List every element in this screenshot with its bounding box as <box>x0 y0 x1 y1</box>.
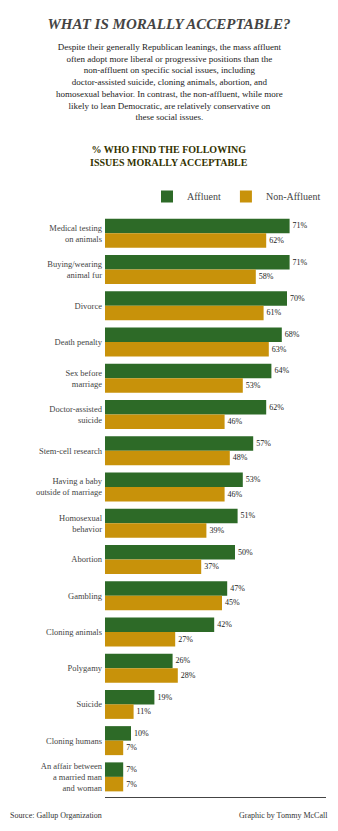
svg-text:Graphic by Tommy McCall: Graphic by Tommy McCall <box>239 811 328 820</box>
svg-text:Stem-cell research: Stem-cell research <box>39 446 103 456</box>
svg-text:71%: 71% <box>293 221 308 230</box>
svg-text:64%: 64% <box>274 366 289 375</box>
svg-text:47%: 47% <box>230 584 245 593</box>
svg-text:53%: 53% <box>246 381 261 390</box>
svg-text:63%: 63% <box>272 345 287 354</box>
svg-text:7%: 7% <box>126 765 137 774</box>
svg-text:Doctor-assistedsuicide: Doctor-assistedsuicide <box>49 404 102 425</box>
svg-text:28%: 28% <box>181 671 196 680</box>
svg-text:51%: 51% <box>241 511 256 520</box>
svg-text:Death penalty: Death penalty <box>55 337 103 347</box>
svg-text:50%: 50% <box>238 548 253 557</box>
svg-text:Affluent: Affluent <box>187 191 221 202</box>
svg-text:71%: 71% <box>293 258 308 267</box>
svg-text:Abortion: Abortion <box>71 554 102 564</box>
svg-text:Cloning animals: Cloning animals <box>46 627 102 637</box>
svg-text:58%: 58% <box>259 272 274 281</box>
svg-text:45%: 45% <box>225 598 240 607</box>
svg-text:57%: 57% <box>256 439 271 448</box>
svg-text:Gambling: Gambling <box>68 591 103 601</box>
svg-text:62%: 62% <box>269 236 284 245</box>
svg-text:% WHO FIND THE FOLLOWINGISSUES: % WHO FIND THE FOLLOWINGISSUES MORALLY A… <box>90 144 248 168</box>
svg-text:Suicide: Suicide <box>77 699 103 709</box>
svg-text:62%: 62% <box>269 403 284 412</box>
svg-text:7%: 7% <box>126 743 137 752</box>
svg-text:Cloning humans: Cloning humans <box>46 736 102 746</box>
svg-text:Medical testingon animals: Medical testingon animals <box>49 223 102 244</box>
svg-text:19%: 19% <box>157 693 172 702</box>
svg-text:7%: 7% <box>126 780 137 789</box>
svg-text:26%: 26% <box>176 656 191 665</box>
svg-text:An affair betweena married man: An affair betweena married manand woman <box>41 761 103 793</box>
svg-text:Non-Affluent: Non-Affluent <box>266 191 320 202</box>
svg-text:Polygamy: Polygamy <box>68 663 103 673</box>
svg-text:WHAT IS MORALLY ACCEPTABLE?: WHAT IS MORALLY ACCEPTABLE? <box>48 16 291 32</box>
svg-text:Homosexualbehavior: Homosexualbehavior <box>59 513 103 534</box>
svg-text:Divorce: Divorce <box>75 301 103 311</box>
svg-text:10%: 10% <box>134 729 149 738</box>
svg-text:37%: 37% <box>204 562 219 571</box>
svg-text:48%: 48% <box>233 453 248 462</box>
svg-text:Having a babyoutside of marria: Having a babyoutside of marriage <box>36 476 103 497</box>
svg-text:53%: 53% <box>246 475 261 484</box>
svg-text:70%: 70% <box>290 294 305 303</box>
svg-text:46%: 46% <box>228 490 243 499</box>
svg-text:39%: 39% <box>209 526 224 535</box>
svg-text:Buying/wearinganimal fur: Buying/wearinganimal fur <box>47 259 103 280</box>
svg-text:68%: 68% <box>285 330 300 339</box>
svg-text:Despite their generally Republ: Despite their generally Republican leani… <box>56 42 283 122</box>
svg-text:27%: 27% <box>178 635 193 644</box>
svg-text:11%: 11% <box>137 707 152 716</box>
svg-text:Source: Gallup Organization: Source: Gallup Organization <box>10 811 102 820</box>
svg-text:61%: 61% <box>267 308 282 317</box>
svg-text:46%: 46% <box>228 417 243 426</box>
svg-text:42%: 42% <box>217 620 232 629</box>
svg-text:Sex beforemarriage: Sex beforemarriage <box>65 368 102 389</box>
